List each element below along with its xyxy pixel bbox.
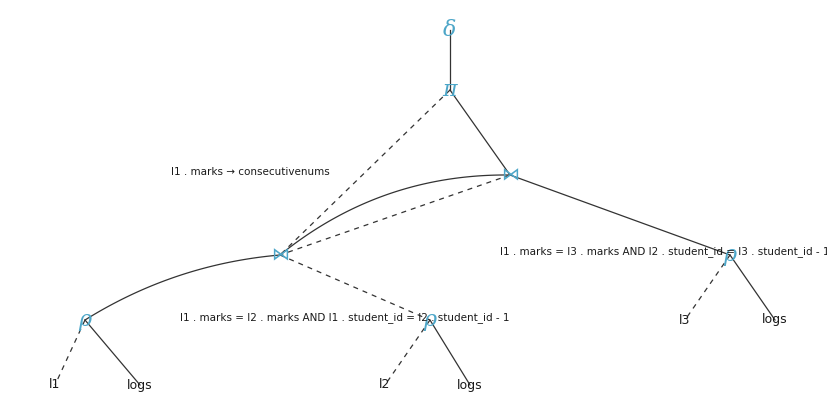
Text: l1 . marks → consecutivenums: l1 . marks → consecutivenums: [171, 167, 330, 177]
Text: l3: l3: [678, 313, 690, 326]
Text: π: π: [442, 79, 457, 101]
Text: l1 . marks = l3 . marks AND l2 . student_id = l3 . student_id - 1: l1 . marks = l3 . marks AND l2 . student…: [500, 247, 827, 258]
Text: ρ: ρ: [423, 309, 436, 331]
Text: logs: logs: [457, 379, 482, 392]
Text: l1: l1: [50, 379, 60, 392]
Text: logs: logs: [762, 313, 786, 326]
Text: δ: δ: [442, 19, 457, 41]
Text: ρ: ρ: [723, 244, 736, 266]
Text: ρ: ρ: [79, 309, 92, 331]
Text: ⋈: ⋈: [500, 166, 519, 184]
Text: ⋈: ⋈: [270, 246, 289, 264]
Text: logs: logs: [127, 379, 153, 392]
Text: l2: l2: [379, 379, 390, 392]
Text: l1 . marks = l2 . marks AND l1 . student_id = l2 . student_id - 1: l1 . marks = l2 . marks AND l1 . student…: [179, 313, 509, 324]
